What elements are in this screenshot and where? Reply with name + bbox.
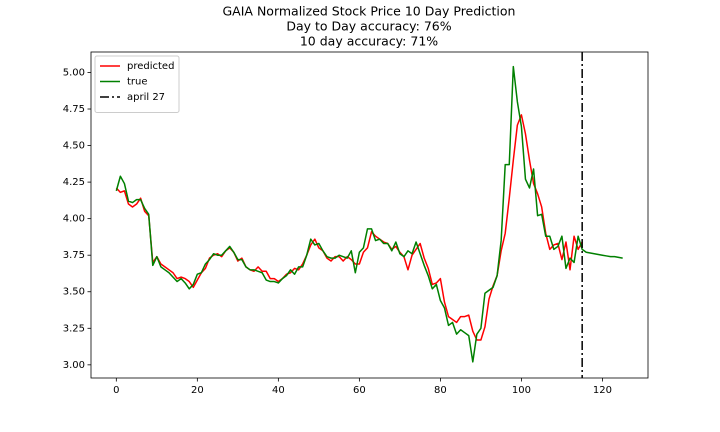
y-tick-label: 3.00 — [63, 360, 85, 371]
y-tick-label: 4.50 — [63, 141, 85, 152]
x-tick-label: 40 — [272, 385, 285, 396]
chart-title: GAIA Normalized Stock Price 10 Day Predi… — [223, 4, 516, 19]
y-tick-label: 4.75 — [63, 104, 85, 115]
plot-frame — [90, 51, 649, 379]
series-line — [115, 65, 623, 363]
chart-subtitle: 10 day accuracy: 71% — [300, 34, 438, 49]
y-tick-label: 4.00 — [63, 214, 85, 225]
x-tick-label: 20 — [191, 385, 204, 396]
legend-label: april 27 — [127, 92, 165, 103]
legend-box — [94, 55, 180, 113]
x-tick-label: 80 — [434, 385, 447, 396]
legend-label: true — [127, 77, 148, 88]
chart-subtitle: Day to Day accuracy: 76% — [286, 19, 451, 34]
x-tick-label: 100 — [512, 385, 531, 396]
x-tick-label: 0 — [113, 385, 119, 396]
legend-label: predicted — [127, 61, 174, 72]
y-tick-label: 3.50 — [63, 287, 85, 298]
y-tick-label: 4.25 — [63, 177, 85, 188]
y-tick-label: 3.75 — [63, 250, 85, 261]
y-tick-label: 5.00 — [63, 67, 85, 78]
y-tick-label: 3.25 — [63, 323, 85, 334]
x-tick-label: 60 — [353, 385, 366, 396]
series-line — [115, 114, 583, 341]
x-tick-label: 120 — [593, 385, 612, 396]
